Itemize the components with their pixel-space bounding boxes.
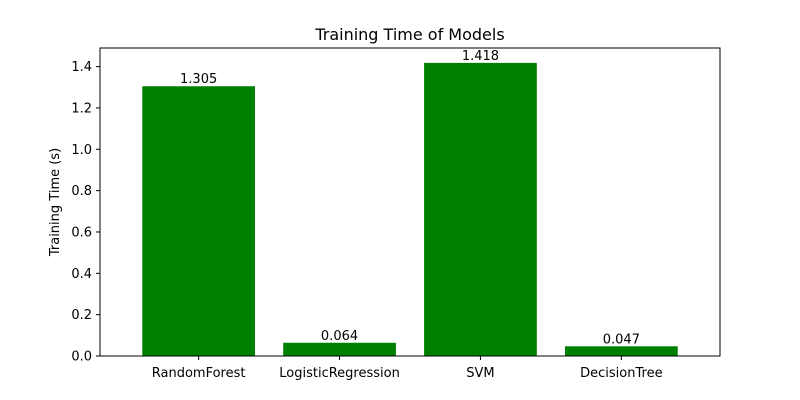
y-tick-label: 0.6 — [71, 225, 92, 240]
value-label-randomforest: 1.305 — [180, 72, 217, 87]
value-label-logisticregression: 0.064 — [321, 329, 358, 344]
x-axis-ticks: RandomForest LogisticRegression SVM Decisio… — [152, 356, 663, 381]
bar-logisticregression — [283, 342, 396, 356]
value-label-decisiontree: 0.047 — [603, 332, 640, 347]
value-labels-group: 1.305 0.064 1.418 0.047 — [180, 49, 640, 347]
y-tick-label: 0.8 — [71, 184, 92, 199]
y-tick-label: 0.4 — [71, 267, 92, 282]
bars-group — [142, 62, 678, 357]
x-tick-label: SVM — [466, 366, 494, 381]
x-tick-label: DecisionTree — [580, 366, 662, 381]
y-tick-label: 1.0 — [71, 143, 92, 158]
bar-randomforest — [142, 86, 255, 356]
y-tick-label: 1.4 — [71, 60, 92, 75]
chart-title: Training Time of Models — [314, 25, 504, 44]
x-tick-label: LogisticRegression — [279, 366, 400, 381]
x-tick-label: RandomForest — [152, 366, 246, 381]
plot-area-frame — [99, 47, 721, 357]
bar-svm — [424, 62, 537, 357]
y-tick-label: 0.0 — [71, 350, 92, 365]
y-axis-ticks: 0.0 0.2 0.4 0.6 0.8 1.0 1.2 1.4 — [71, 60, 100, 365]
y-tick-label: 1.2 — [71, 101, 92, 116]
bar-decisiontree — [565, 346, 678, 356]
value-label-svm: 1.418 — [462, 49, 499, 64]
y-tick-label: 0.2 — [71, 308, 92, 323]
y-axis-label: Training Time (s) — [48, 148, 63, 257]
